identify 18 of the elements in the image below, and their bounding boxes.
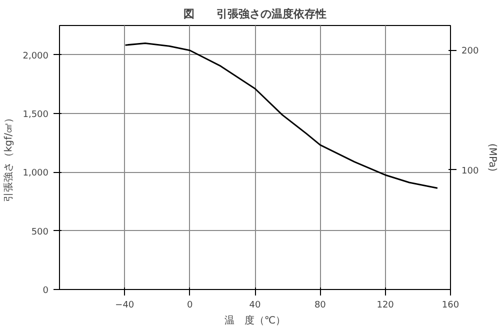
y-tick-label: 1,500 [22,110,49,120]
y-tick-label: 0 [42,286,49,296]
y2-tick-label: 200 [462,46,479,57]
x-tick-label: 80 [314,300,326,310]
x-tick-label: 0 [186,300,193,310]
y-tick-label: 500 [31,227,49,238]
y-tick-label: 2,000 [22,51,49,62]
x-tick-label: 120 [376,300,394,310]
y2-tick-label: 100 [462,166,479,176]
x-tick-label: −40 [115,300,134,310]
x-tick-label: 40 [249,300,261,310]
line-series [124,42,438,189]
x-tick-label: 160 [442,300,460,310]
y2-axis-title: (MPa) [486,143,498,172]
chart-title: 図 引張強さの温度依存性 [184,8,326,20]
y-axis-title: 引張強さ（kgf/㎠） [2,112,15,202]
y-tick-label: 1,000 [22,168,49,179]
x-axis-title: 温 度（℃） [224,314,286,326]
